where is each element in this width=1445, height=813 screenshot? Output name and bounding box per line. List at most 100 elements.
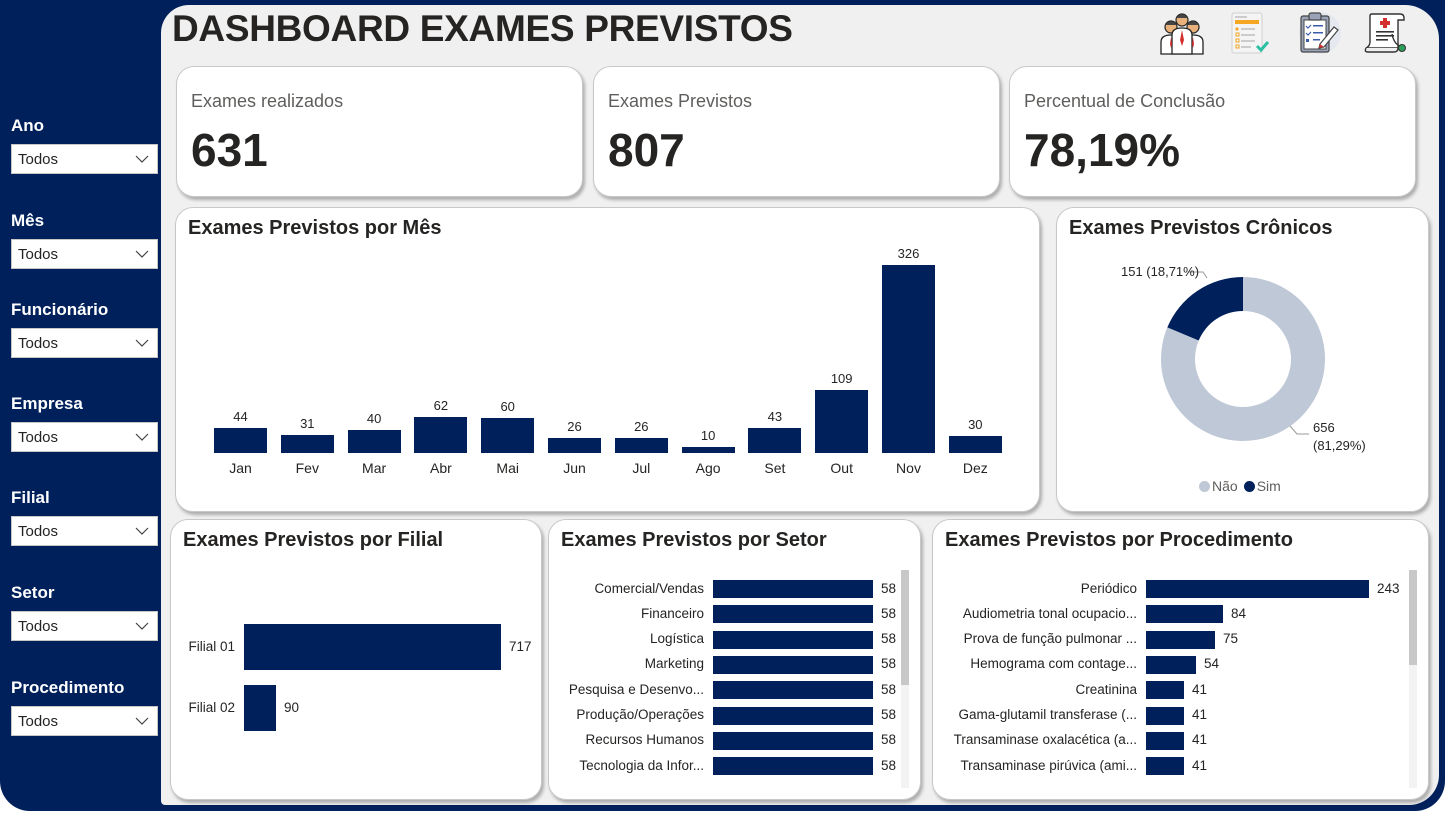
dropdown-value: Todos [18, 522, 59, 540]
axis-label: Set [764, 460, 786, 476]
bar[interactable] [244, 685, 276, 731]
funcionario-dropdown[interactable]: Todos [11, 328, 158, 358]
bar[interactable] [1146, 605, 1223, 624]
filial-dropdown[interactable]: Todos [11, 516, 158, 546]
category-label: Marketing [644, 656, 704, 672]
dropdown-value: Todos [18, 712, 59, 730]
chart-card-setor: Exames Previstos por Setor Comercial/Ven… [548, 519, 921, 800]
clipboard-edit-icon[interactable] [1294, 10, 1342, 56]
data-label: 58 [881, 681, 897, 697]
bar[interactable] [1146, 706, 1184, 725]
axis-label: Mai [496, 460, 519, 476]
category-label: Filial 01 [188, 638, 235, 654]
dropdown-value: Todos [18, 150, 59, 168]
chevron-down-icon [135, 250, 149, 258]
bar[interactable] [713, 706, 873, 725]
legend-dot-icon [1199, 481, 1210, 492]
bar[interactable] [713, 580, 873, 598]
bar[interactable] [1146, 655, 1196, 674]
scrollbar-thumb[interactable] [901, 570, 909, 685]
procedimento-scrollbar[interactable] [1409, 570, 1417, 788]
filter-label: Empresa [11, 394, 83, 413]
data-label: 326 [897, 246, 920, 261]
data-label: 41 [1192, 757, 1208, 773]
legend-label: Não [1212, 478, 1238, 494]
filial-bar-chart: Filial 01 717 Filial 02 90 [171, 520, 543, 801]
data-label: 58 [881, 757, 897, 773]
bar-mai[interactable] [481, 418, 535, 453]
filter-funcionario: Funcionário Todos [11, 300, 158, 358]
page-title: DASHBOARD EXAMES PREVISTOS [172, 8, 793, 49]
bar[interactable] [713, 681, 873, 700]
bar-jun[interactable] [548, 438, 601, 453]
medical-report-icon[interactable] [1362, 10, 1410, 56]
category-label: Tecnologia da Infor... [579, 757, 704, 773]
filter-filial: Filial Todos [11, 488, 158, 546]
bar[interactable] [713, 605, 873, 624]
category-label: Transaminase pirúvica (ami... [960, 757, 1137, 773]
donut-slice-sim[interactable] [1167, 277, 1243, 341]
bar-mar[interactable] [347, 430, 401, 453]
label-nao-pct: (81,29%) [1313, 438, 1366, 453]
team-icon[interactable] [1158, 10, 1206, 56]
data-label: 58 [881, 580, 897, 596]
chart-card-filial: Exames Previstos por Filial Filial 01 717… [170, 519, 542, 800]
bar-ago[interactable] [681, 447, 735, 453]
bar-nov[interactable] [882, 265, 935, 453]
dropdown-value: Todos [18, 334, 59, 352]
bar[interactable] [1146, 630, 1215, 649]
chevron-down-icon [135, 155, 149, 163]
chart-title: Exames Previstos por Filial [183, 529, 444, 551]
filter-sidebar: Ano Todos Mês Todos Funcionário Todos Em… [0, 0, 160, 811]
bar[interactable] [713, 630, 873, 649]
setor-dropdown[interactable]: Todos [11, 611, 158, 641]
bar-dez[interactable] [948, 436, 1002, 453]
donut-slice-não[interactable] [1161, 277, 1325, 441]
checklist-icon[interactable] [1226, 10, 1274, 56]
bar[interactable] [1146, 681, 1184, 700]
axis-label: Jun [563, 460, 586, 476]
chart-card-cronicos: Exames Previstos Crônicos 151 (18,71%) 6… [1056, 207, 1429, 512]
label-nao-value: 656 [1313, 420, 1335, 435]
data-label: 54 [1204, 656, 1220, 672]
bar-jul[interactable] [614, 438, 668, 453]
kpi-label: Exames Previstos [608, 91, 753, 111]
bar[interactable] [1146, 757, 1184, 776]
chevron-down-icon [135, 717, 149, 725]
procedimento-bar-chart: Periódico 243 Audiometria tonal ocupacio..… [933, 520, 1430, 801]
bar[interactable] [713, 757, 873, 776]
data-label: 243 [1377, 580, 1400, 596]
dropdown-value: Todos [18, 428, 59, 446]
setor-scrollbar[interactable] [901, 570, 909, 788]
data-label: 90 [284, 699, 300, 715]
bar-set[interactable] [748, 428, 802, 453]
legend-item-nao[interactable]: Não [1199, 478, 1238, 494]
filter-label: Funcionário [11, 300, 109, 319]
legend-item-sim[interactable]: Sim [1243, 478, 1281, 494]
bar-jan[interactable] [214, 428, 267, 453]
category-label: Comercial/Vendas [594, 580, 704, 596]
bar-abr[interactable] [414, 417, 468, 453]
scrollbar-thumb[interactable] [1409, 570, 1417, 665]
mes-dropdown[interactable]: Todos [11, 239, 158, 269]
chart-title: Exames Previstos por Procedimento [945, 529, 1293, 551]
data-label: 40 [366, 411, 382, 426]
bar[interactable] [244, 624, 501, 670]
axis-label: Abr [429, 460, 452, 476]
bar[interactable] [1146, 731, 1184, 750]
data-label: 26 [567, 419, 582, 434]
bar[interactable] [713, 731, 873, 750]
bar-out[interactable] [815, 390, 869, 453]
bar[interactable] [1146, 580, 1369, 598]
axis-label: Out [830, 460, 853, 476]
ano-dropdown[interactable]: Todos [11, 144, 158, 174]
filter-setor: Setor Todos [11, 583, 158, 641]
filter-label: Mês [11, 211, 45, 230]
procedimento-dropdown[interactable]: Todos [11, 706, 158, 736]
data-label: 58 [881, 605, 897, 621]
data-label: 75 [1223, 631, 1239, 647]
empresa-dropdown[interactable]: Todos [11, 422, 158, 452]
bar-fev[interactable] [280, 435, 334, 453]
data-label: 41 [1192, 732, 1208, 748]
bar[interactable] [713, 655, 873, 674]
